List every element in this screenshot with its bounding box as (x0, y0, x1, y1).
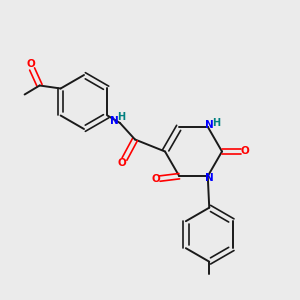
Text: O: O (152, 174, 161, 184)
Text: H: H (117, 112, 126, 122)
Text: O: O (117, 158, 126, 168)
Text: O: O (241, 146, 250, 157)
Text: O: O (26, 59, 35, 70)
Text: N: N (205, 173, 214, 183)
Text: N: N (110, 116, 119, 127)
Text: N: N (205, 120, 214, 130)
Text: H: H (212, 118, 220, 128)
